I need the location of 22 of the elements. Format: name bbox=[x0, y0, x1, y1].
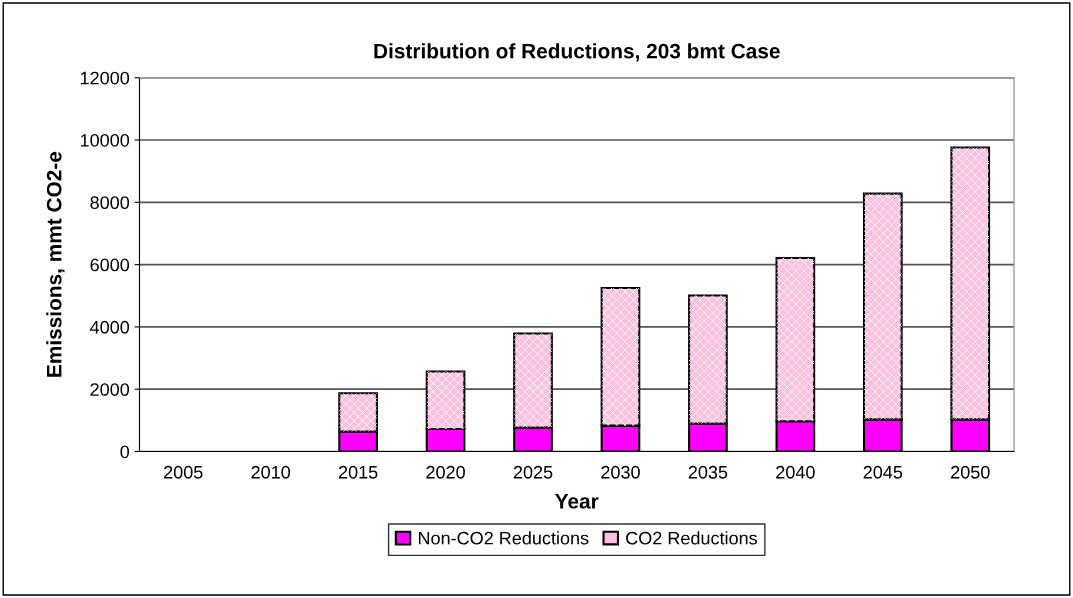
x-tick-label: 2025 bbox=[513, 465, 553, 479]
x-tick-label: 2050 bbox=[951, 465, 990, 479]
y-tick-label: 2000 bbox=[90, 383, 130, 396]
legend-label: Non-CO2 Reductions bbox=[418, 531, 589, 545]
y-axis-title: Emissions, mmt CO2-e bbox=[46, 151, 65, 377]
x-tick-label: 2010 bbox=[251, 465, 291, 479]
y-tick-label: 4000 bbox=[90, 320, 130, 334]
y-tick-label: 8000 bbox=[90, 196, 130, 210]
x-tick-label: 2045 bbox=[863, 465, 903, 479]
x-tick-label: 2015 bbox=[338, 465, 378, 479]
y-tick-label: 12000 bbox=[80, 71, 130, 85]
x-axis-title: Year bbox=[555, 494, 599, 509]
y-tick-label: 6000 bbox=[90, 258, 130, 272]
x-tick-label: 2020 bbox=[426, 465, 465, 479]
chart-title: Distribution of Reductions, 203 bmt Case bbox=[374, 43, 780, 62]
x-tick-label: 2005 bbox=[164, 465, 203, 479]
x-tick-label: 2040 bbox=[776, 465, 815, 479]
y-tick-label: 10000 bbox=[80, 133, 130, 147]
x-tick-label: 2030 bbox=[601, 465, 640, 479]
y-tick-label: 0 bbox=[120, 445, 130, 459]
x-tick-label: 2035 bbox=[688, 465, 728, 479]
legend-label: CO2 Reductions bbox=[626, 531, 758, 545]
